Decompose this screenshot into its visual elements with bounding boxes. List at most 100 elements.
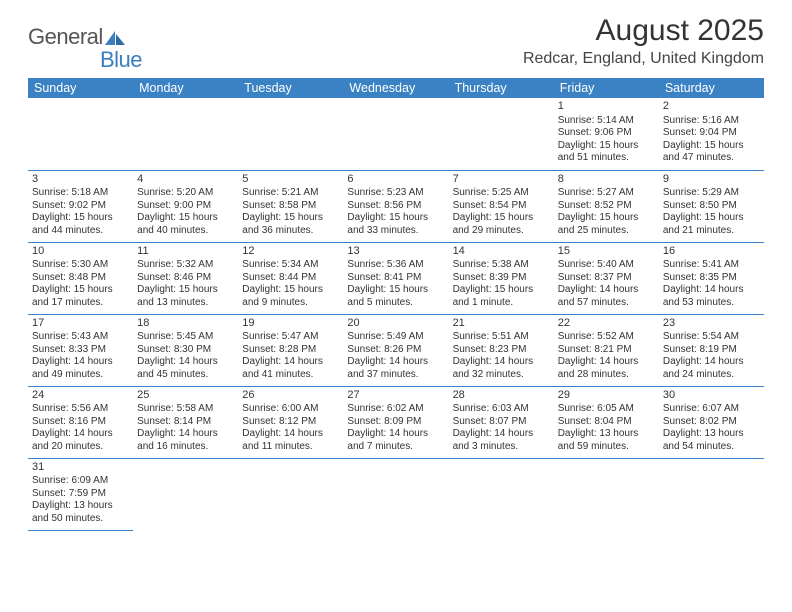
- weekday-header: Saturday: [659, 78, 764, 98]
- day-number: 26: [242, 389, 339, 403]
- daylight-text: Daylight: 14 hours and 16 minutes.: [137, 428, 234, 453]
- day-number: 14: [453, 245, 550, 259]
- sunrise-text: Sunrise: 5:32 AM: [137, 259, 234, 272]
- daylight-text: Daylight: 14 hours and 7 minutes.: [347, 428, 444, 453]
- sunset-text: Sunset: 8:37 PM: [558, 272, 655, 285]
- calendar-day: 5Sunrise: 5:21 AMSunset: 8:58 PMDaylight…: [238, 170, 343, 242]
- daylight-text: Daylight: 13 hours and 59 minutes.: [558, 428, 655, 453]
- sunset-text: Sunset: 8:07 PM: [453, 416, 550, 429]
- calendar-day: 28Sunrise: 6:03 AMSunset: 8:07 PMDayligh…: [449, 386, 554, 458]
- sunset-text: Sunset: 8:21 PM: [558, 344, 655, 357]
- sunset-text: Sunset: 8:19 PM: [663, 344, 760, 357]
- calendar-day: 1Sunrise: 5:14 AMSunset: 9:06 PMDaylight…: [554, 98, 659, 170]
- day-number: 22: [558, 317, 655, 331]
- day-number: 3: [32, 173, 129, 187]
- calendar-day: 21Sunrise: 5:51 AMSunset: 8:23 PMDayligh…: [449, 314, 554, 386]
- day-number: 30: [663, 389, 760, 403]
- sunrise-text: Sunrise: 5:47 AM: [242, 331, 339, 344]
- calendar-day: 22Sunrise: 5:52 AMSunset: 8:21 PMDayligh…: [554, 314, 659, 386]
- sunrise-text: Sunrise: 5:58 AM: [137, 403, 234, 416]
- day-number: 4: [137, 173, 234, 187]
- calendar-day: 17Sunrise: 5:43 AMSunset: 8:33 PMDayligh…: [28, 314, 133, 386]
- calendar-day-empty: [659, 458, 764, 530]
- calendar-week: 31Sunrise: 6:09 AMSunset: 7:59 PMDayligh…: [28, 458, 764, 530]
- day-number: 9: [663, 173, 760, 187]
- calendar-day-empty: [343, 458, 448, 530]
- calendar-day: 18Sunrise: 5:45 AMSunset: 8:30 PMDayligh…: [133, 314, 238, 386]
- daylight-text: Daylight: 15 hours and 40 minutes.: [137, 212, 234, 237]
- weekday-header: Monday: [133, 78, 238, 98]
- sunrise-text: Sunrise: 6:05 AM: [558, 403, 655, 416]
- sunrise-text: Sunrise: 5:30 AM: [32, 259, 129, 272]
- calendar-day-empty: [343, 98, 448, 170]
- daylight-text: Daylight: 14 hours and 24 minutes.: [663, 356, 760, 381]
- sunset-text: Sunset: 8:04 PM: [558, 416, 655, 429]
- sunset-text: Sunset: 8:28 PM: [242, 344, 339, 357]
- day-number: 15: [558, 245, 655, 259]
- daylight-text: Daylight: 15 hours and 17 minutes.: [32, 284, 129, 309]
- sunset-text: Sunset: 8:02 PM: [663, 416, 760, 429]
- calendar-day-empty: [28, 98, 133, 170]
- daylight-text: Daylight: 13 hours and 50 minutes.: [32, 500, 129, 525]
- sunset-text: Sunset: 8:39 PM: [453, 272, 550, 285]
- sunrise-text: Sunrise: 5:36 AM: [347, 259, 444, 272]
- sunset-text: Sunset: 8:33 PM: [32, 344, 129, 357]
- calendar-day: 15Sunrise: 5:40 AMSunset: 8:37 PMDayligh…: [554, 242, 659, 314]
- sunrise-text: Sunrise: 5:54 AM: [663, 331, 760, 344]
- sunrise-text: Sunrise: 5:34 AM: [242, 259, 339, 272]
- sunset-text: Sunset: 8:50 PM: [663, 200, 760, 213]
- sunrise-text: Sunrise: 5:21 AM: [242, 187, 339, 200]
- day-number: 7: [453, 173, 550, 187]
- calendar-day: 6Sunrise: 5:23 AMSunset: 8:56 PMDaylight…: [343, 170, 448, 242]
- sunset-text: Sunset: 7:59 PM: [32, 488, 129, 501]
- day-number: 24: [32, 389, 129, 403]
- location-text: Redcar, England, United Kingdom: [523, 50, 764, 68]
- day-number: 5: [242, 173, 339, 187]
- day-number: 28: [453, 389, 550, 403]
- daylight-text: Daylight: 14 hours and 11 minutes.: [242, 428, 339, 453]
- daylight-text: Daylight: 14 hours and 45 minutes.: [137, 356, 234, 381]
- sunrise-text: Sunrise: 6:07 AM: [663, 403, 760, 416]
- day-number: 8: [558, 173, 655, 187]
- calendar-day: 30Sunrise: 6:07 AMSunset: 8:02 PMDayligh…: [659, 386, 764, 458]
- calendar-day: 29Sunrise: 6:05 AMSunset: 8:04 PMDayligh…: [554, 386, 659, 458]
- calendar-day-empty: [449, 458, 554, 530]
- calendar-day: 3Sunrise: 5:18 AMSunset: 9:02 PMDaylight…: [28, 170, 133, 242]
- daylight-text: Daylight: 14 hours and 37 minutes.: [347, 356, 444, 381]
- sunset-text: Sunset: 9:04 PM: [663, 127, 760, 140]
- daylight-text: Daylight: 15 hours and 36 minutes.: [242, 212, 339, 237]
- daylight-text: Daylight: 15 hours and 51 minutes.: [558, 140, 655, 165]
- calendar-day: 9Sunrise: 5:29 AMSunset: 8:50 PMDaylight…: [659, 170, 764, 242]
- title-block: August 2025 Redcar, England, United King…: [523, 14, 764, 68]
- sunrise-text: Sunrise: 5:38 AM: [453, 259, 550, 272]
- weekday-header: Tuesday: [238, 78, 343, 98]
- calendar-day: 24Sunrise: 5:56 AMSunset: 8:16 PMDayligh…: [28, 386, 133, 458]
- daylight-text: Daylight: 14 hours and 41 minutes.: [242, 356, 339, 381]
- sunrise-text: Sunrise: 5:41 AM: [663, 259, 760, 272]
- calendar-day: 8Sunrise: 5:27 AMSunset: 8:52 PMDaylight…: [554, 170, 659, 242]
- sunset-text: Sunset: 8:48 PM: [32, 272, 129, 285]
- weekday-header: Wednesday: [343, 78, 448, 98]
- weekday-row: SundayMondayTuesdayWednesdayThursdayFrid…: [28, 78, 764, 98]
- calendar-day: 27Sunrise: 6:02 AMSunset: 8:09 PMDayligh…: [343, 386, 448, 458]
- sunrise-text: Sunrise: 5:18 AM: [32, 187, 129, 200]
- logo-text-blue: Blue: [100, 47, 142, 72]
- sunrise-text: Sunrise: 5:27 AM: [558, 187, 655, 200]
- sunset-text: Sunset: 8:12 PM: [242, 416, 339, 429]
- sunrise-text: Sunrise: 5:45 AM: [137, 331, 234, 344]
- sunrise-text: Sunrise: 5:20 AM: [137, 187, 234, 200]
- sunset-text: Sunset: 9:00 PM: [137, 200, 234, 213]
- weekday-header: Thursday: [449, 78, 554, 98]
- sunrise-text: Sunrise: 5:52 AM: [558, 331, 655, 344]
- sunset-text: Sunset: 8:16 PM: [32, 416, 129, 429]
- sunset-text: Sunset: 8:56 PM: [347, 200, 444, 213]
- sunset-text: Sunset: 8:26 PM: [347, 344, 444, 357]
- sunrise-text: Sunrise: 6:02 AM: [347, 403, 444, 416]
- day-number: 23: [663, 317, 760, 331]
- day-number: 21: [453, 317, 550, 331]
- sunset-text: Sunset: 8:54 PM: [453, 200, 550, 213]
- calendar-day: 16Sunrise: 5:41 AMSunset: 8:35 PMDayligh…: [659, 242, 764, 314]
- daylight-text: Daylight: 14 hours and 53 minutes.: [663, 284, 760, 309]
- calendar-week: 1Sunrise: 5:14 AMSunset: 9:06 PMDaylight…: [28, 98, 764, 170]
- daylight-text: Daylight: 15 hours and 29 minutes.: [453, 212, 550, 237]
